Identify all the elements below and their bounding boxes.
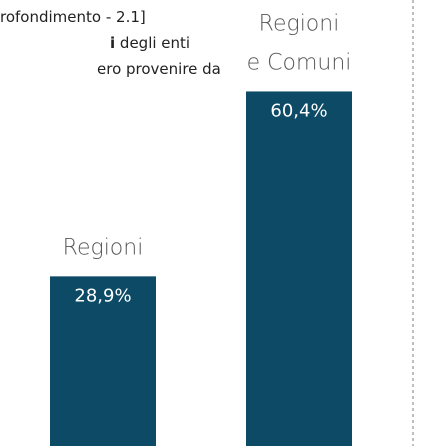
- bar: [246, 91, 352, 446]
- intro-segment: ero provenire da: [97, 60, 221, 78]
- intro-line: ero provenire da: [97, 60, 221, 78]
- bar: [50, 276, 156, 446]
- intro-segment: i: [110, 34, 115, 52]
- intro-line: rofondimento - 2.1]: [0, 8, 146, 26]
- category-label: Regioni: [259, 11, 340, 36]
- intro-line: i degli enti: [110, 34, 190, 52]
- intro-segment: degli enti: [115, 34, 190, 52]
- value-label: 60,4%: [270, 100, 327, 121]
- category-label: Regioni: [63, 235, 144, 260]
- value-label: 28,9%: [74, 285, 131, 306]
- intro-segment: rofondimento - 2.1]: [0, 8, 146, 26]
- category-label: e Comuni: [247, 50, 352, 75]
